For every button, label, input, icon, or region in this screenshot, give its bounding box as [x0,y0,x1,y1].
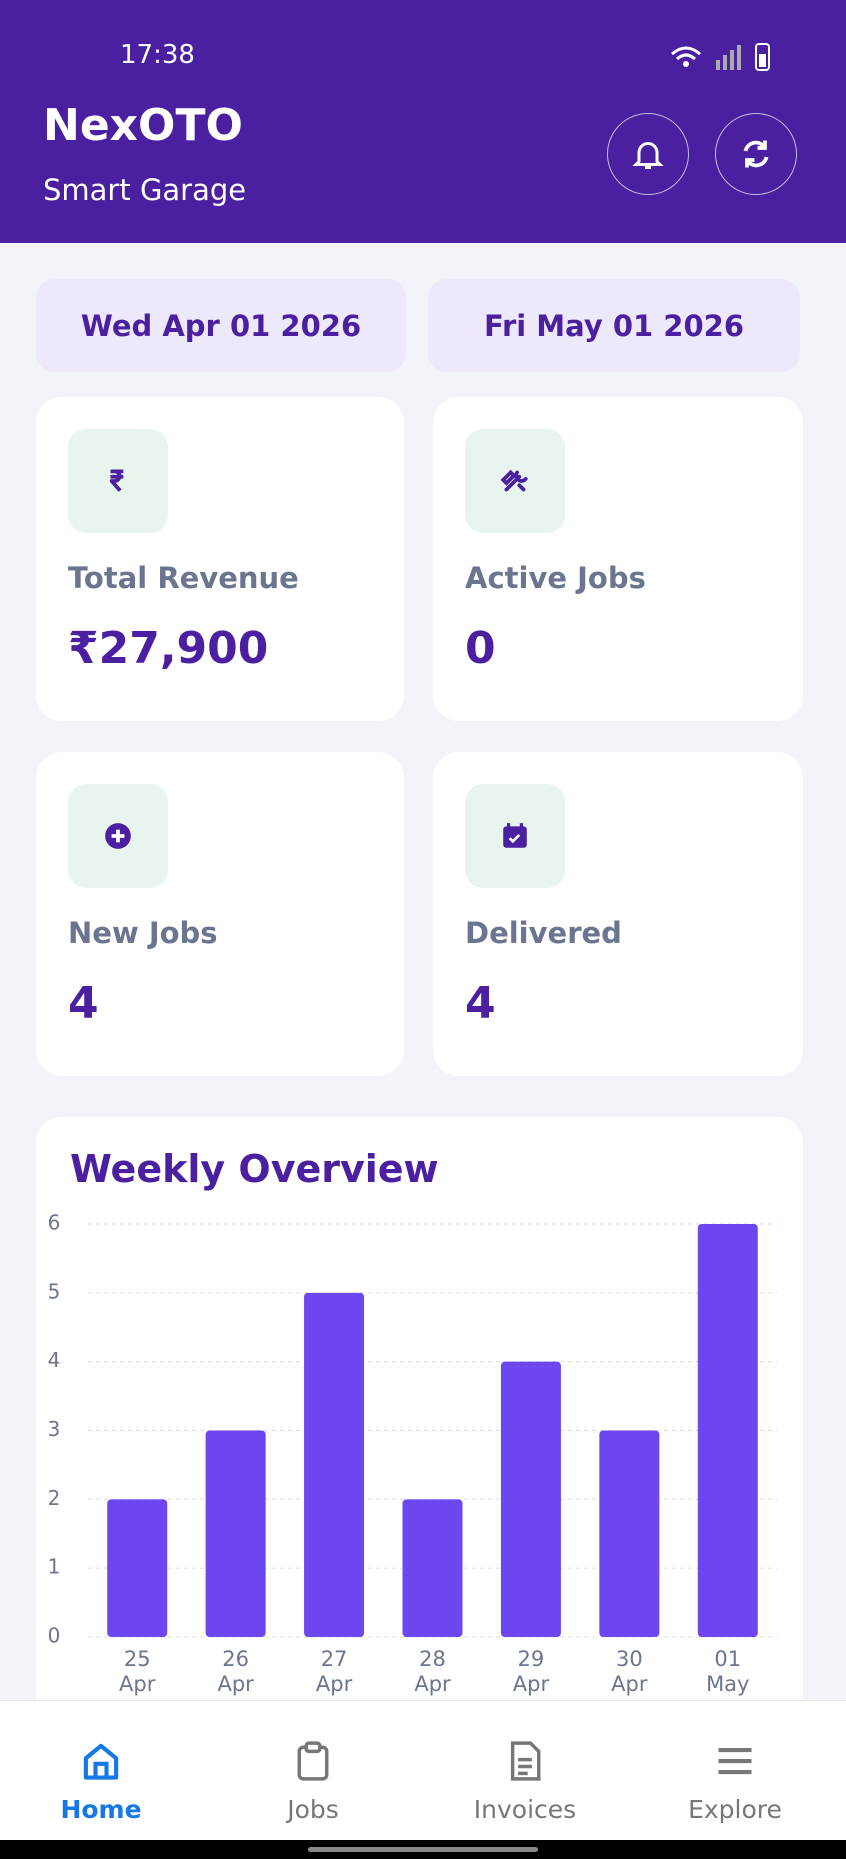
bar [205,1430,266,1637]
nav-icon [83,1743,119,1780]
stat-icon-box [68,784,168,888]
stat-value: 4 [68,978,99,1029]
x-tick-label: 01 May [706,1647,750,1696]
stat-icon [503,823,527,848]
stat-card: New Jobs 4 [36,752,404,1076]
refresh-icon [743,140,769,168]
y-tick-label: 1 [48,1555,61,1579]
stat-card: Delivered 4 [433,752,803,1076]
nav-item[interactable]: Jobs [213,1701,413,1841]
y-tick-label: 6 [48,1211,61,1235]
stat-card: Total Revenue ₹27,900 [36,397,404,721]
stat-value: ₹27,900 [68,623,269,674]
stat-value: 4 [465,978,496,1029]
stat-label: Active Jobs [465,561,646,595]
x-tick-label: 27 Apr [315,1647,353,1696]
bar [304,1292,365,1637]
chart: 0 1 2 3 4 5 6 [48,1211,777,1648]
stat-icon-box [465,429,565,533]
bar [599,1430,660,1637]
refresh-button[interactable] [715,113,797,195]
bar [107,1499,168,1637]
y-tick-label: 3 [48,1417,61,1441]
app-title: NexOTO [43,100,243,151]
nav-label: Invoices [473,1795,577,1824]
bar [402,1499,463,1637]
stat-label: Total Revenue [68,561,299,595]
x-tick-label: 30 Apr [611,1647,648,1696]
nav-label: Home [60,1795,142,1824]
nav-label: Explore [688,1795,782,1824]
y-tick-label: 4 [48,1348,61,1372]
status-time: 17:38 [120,40,195,70]
y-tick-label: 0 [48,1624,61,1648]
x-tick-label: 25 Apr [119,1647,156,1696]
stat-icon [109,469,124,492]
y-tick-label: 5 [48,1279,61,1303]
stat-card: Active Jobs 0 [433,397,803,721]
nav-icon [297,1741,329,1781]
chart-title: Weekly Overview [70,1147,439,1191]
nav-icon [510,1741,541,1781]
notifications-button[interactable] [607,113,689,195]
bell-icon [632,142,664,169]
x-tick-label: 26 Apr [217,1647,254,1696]
stat-icon-box [465,784,565,888]
stat-icon-box [68,429,168,533]
nav-icon [718,1747,752,1775]
app-subtitle: Smart Garage [43,173,247,207]
nav-item[interactable]: Home [1,1701,201,1841]
stat-value: 0 [465,623,496,674]
status-icons [671,43,770,71]
nav-item[interactable]: Explore [635,1701,835,1841]
stat-label: New Jobs [68,916,218,950]
x-tick-label: 29 Apr [512,1647,550,1696]
nav-label: Jobs [287,1795,339,1824]
bar [697,1224,758,1637]
header: 17:38 NexOTO Smart Garage [0,0,846,243]
nav-item[interactable]: Invoices [425,1701,625,1841]
y-tick-label: 2 [48,1486,61,1510]
start-date[interactable]: Wed Apr 01 2026 [36,279,406,372]
stat-icon [105,823,131,849]
chart-card: Weekly Overview 0 1 2 3 4 5 6 25 Apr 26 Apr 27 A… [36,1117,803,1757]
stat-label: Delivered [465,916,622,950]
bar [500,1361,561,1637]
bottom-nav: Home Jobs Invoices Explore [0,1700,846,1841]
stat-icon [500,469,528,492]
x-tick-label: 28 Apr [414,1647,451,1696]
end-date[interactable]: Fri May 01 2026 [428,279,800,372]
home-handle [308,1847,538,1852]
